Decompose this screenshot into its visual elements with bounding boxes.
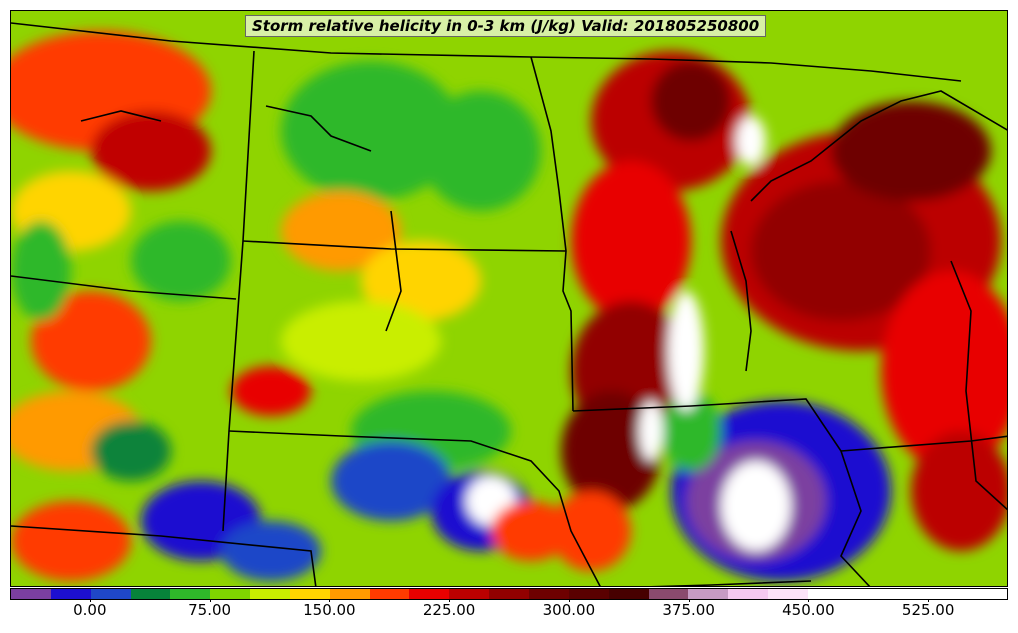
colorbar-swatch <box>210 589 251 599</box>
lake-shore-east <box>950 260 1007 511</box>
helicity-map <box>10 10 1008 587</box>
colorbar-swatch <box>90 589 131 599</box>
colorbar-swatch <box>807 589 848 599</box>
colorbar-swatch <box>847 589 888 599</box>
state-line-nw <box>11 275 237 300</box>
state-line-east <box>530 56 574 412</box>
colorbar-swatch <box>130 589 171 599</box>
colorbar-swatch <box>409 589 450 599</box>
canada-border <box>11 22 962 82</box>
colorbar-swatch <box>11 589 51 599</box>
map-title: Storm relative helicity in 0-3 km (J/kg)… <box>245 15 767 37</box>
state-line-central <box>242 240 567 252</box>
colorbar-swatch <box>449 589 490 599</box>
colorbar-tick-label: 525.00 <box>888 599 968 619</box>
state-line-sw <box>11 525 317 586</box>
river-north <box>265 105 372 152</box>
colorbar <box>10 588 1008 600</box>
colorbar-swatch <box>728 589 769 599</box>
colorbar-swatch <box>50 589 91 599</box>
colorbar-tick-label: 375.00 <box>649 599 729 619</box>
colorbar-tick-label: 300.00 <box>529 599 609 619</box>
colorbar-swatch <box>289 589 330 599</box>
colorbar-swatch <box>528 589 569 599</box>
colorbar-swatch <box>768 589 808 599</box>
river-central <box>385 210 402 332</box>
state-line-west <box>222 50 255 532</box>
lake-shore-north <box>750 90 1007 202</box>
river-west <box>80 110 162 122</box>
colorbar-swatch <box>967 589 1008 599</box>
map-canvas <box>11 11 1007 586</box>
colorbar-tick-label: 450.00 <box>768 599 848 619</box>
boundaries <box>11 22 1007 586</box>
colorbar-swatch <box>369 589 410 599</box>
colorbar-swatch <box>648 589 689 599</box>
colorbar-swatch <box>170 589 211 599</box>
colorbar-swatch <box>608 589 649 599</box>
colorbar-tick-label: 225.00 <box>409 599 489 619</box>
colorbar-swatch <box>329 589 370 599</box>
lake-shore-west <box>730 230 752 372</box>
colorbar-swatch <box>887 589 928 599</box>
colorbar-swatch <box>688 589 729 599</box>
state-line-south <box>228 430 601 586</box>
colorbar-swatch <box>489 589 529 599</box>
colorbar-swatch <box>927 589 968 599</box>
colorbar-tick-label: 150.00 <box>289 599 369 619</box>
colorbar-swatch <box>568 589 609 599</box>
colorbar-tick-label: 0.00 <box>50 599 130 619</box>
colorbar-tick-label: 75.00 <box>170 599 250 619</box>
helicity-field <box>11 31 1007 581</box>
state-line-bottom <box>650 580 812 586</box>
colorbar-swatch <box>250 589 290 599</box>
colorbar-ticks: 0.00 75.00 150.00 225.00 300.00 375.00 450.00 5… <box>10 599 1008 631</box>
